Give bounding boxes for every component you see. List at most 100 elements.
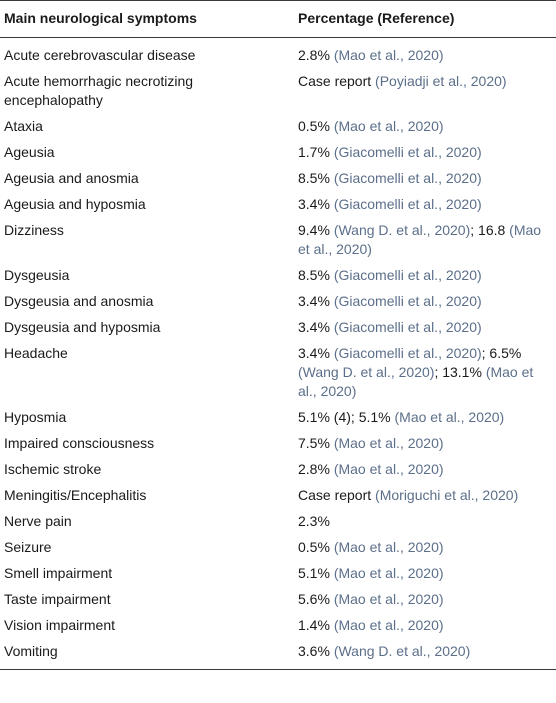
symptom-cell: Dysgeusia and hyposmia [4,319,161,335]
table-row: Dysgeusia and anosmia 3.4% (Giacomelli et… [0,288,556,314]
percentage-cell: 2.8% (Mao et al., 2020) [287,38,556,69]
symptom-cell: Seizure [4,539,52,555]
percentage-value: ; 13.1% [434,364,486,380]
table-row: Nerve pain 2.3% [0,508,556,534]
percentage-value: 3.4% [298,196,334,212]
symptom-cell: Ageusia [4,144,55,160]
percentage-value: 1.4% [298,617,334,633]
symptom-cell: Hyposmia [4,409,67,425]
symptom-cell: Impaired consciousness [4,435,155,451]
table-row: Ageusia and hyposmia 3.4% (Giacomelli et … [0,191,556,217]
reference-link[interactable]: (Mao et al., 2020) [298,364,534,399]
symptom-cell: Dizziness [4,222,64,238]
symptom-cell: Ageusia and anosmia [4,170,139,186]
reference-link[interactable]: (Mao et al., 2020) [298,222,542,257]
table-row: Hyposmia 5.1% (4); 5.1% (Mao et al., 2020… [0,404,556,430]
percentage-cell: 3.4% (Giacomelli et al., 2020) [287,191,556,217]
percentage-value: 3.4% [298,293,334,309]
percentage-cell: 0.5% (Mao et al., 2020) [287,534,556,560]
table-body: Acute cerebrovascular disease 2.8% (Mao e… [0,38,556,670]
percentage-cell: 8.5% (Giacomelli et al., 2020) [287,262,556,288]
table-row: Ageusia and anosmia 8.5% (Giacomelli et a… [0,165,556,191]
reference-link[interactable]: (Mao et al., 2020) [333,617,444,633]
symptom-cell: Acute cerebrovascular disease [4,47,196,63]
percentage-cell: 7.5% (Mao et al., 2020) [287,430,556,456]
percentage-value: 1.7% [298,144,334,160]
percentage-cell: 5.1% (4); 5.1% (Mao et al., 2020) [287,404,556,430]
percentage-cell: 8.5% (Giacomelli et al., 2020) [287,165,556,191]
reference-link[interactable]: (Mao et al., 2020) [394,409,505,425]
reference-link[interactable]: (Wang D. et al., 2020) [298,364,435,380]
header-row: Main neurological symptoms Percentage (R… [0,0,556,38]
symptom-cell: Meningitis/Encephalitis [4,487,147,503]
percentage-value: ; 6.5% [481,345,522,361]
header-symptoms: Main neurological symptoms [0,0,287,38]
percentage-cell: 1.7% (Giacomelli et al., 2020) [287,139,556,165]
table-row: Acute hemorrhagic necrotizing encephalop… [0,68,556,113]
percentage-value: 2.8% [298,461,334,477]
reference-link[interactable]: (Moriguchi et al., 2020) [375,487,519,503]
table-row: Dysgeusia and hyposmia 3.4% (Giacomelli e… [0,314,556,340]
percentage-value: 3.4% [298,345,334,361]
table-row: Headache 3.4% (Giacomelli et al., 2020); … [0,340,556,404]
table-header: Main neurological symptoms Percentage (R… [0,0,556,38]
reference-link[interactable]: (Mao et al., 2020) [333,47,444,63]
percentage-value: 5.6% [298,591,334,607]
reference-link[interactable]: (Giacomelli et al., 2020) [333,170,482,186]
percentage-value: ; 16.8 [470,222,510,238]
reference-link[interactable]: (Mao et al., 2020) [333,539,444,555]
percentage-value: 3.4% [298,319,334,335]
table-row: Taste impairment 5.6% (Mao et al., 2020) [0,586,556,612]
percentage-cell: 3.6% (Wang D. et al., 2020) [287,638,556,670]
percentage-value: 2.3% [298,513,330,529]
header-percentage: Percentage (Reference) [287,0,556,38]
reference-link[interactable]: (Giacomelli et al., 2020) [333,144,482,160]
table-row: Smell impairment 5.1% (Mao et al., 2020) [0,560,556,586]
reference-link[interactable]: (Wang D. et al., 2020) [333,222,471,238]
percentage-cell: 3.4% (Giacomelli et al., 2020); 6.5% (Wa… [287,340,556,404]
reference-link[interactable]: (Mao et al., 2020) [333,435,444,451]
symptom-cell: Vomiting [0,638,287,670]
reference-link[interactable]: (Mao et al., 2020) [333,118,444,134]
table-row: Vomiting 3.6% (Wang D. et al., 2020) [0,638,556,670]
symptom-cell: Smell impairment [4,565,113,581]
reference-link[interactable]: (Mao et al., 2020) [333,461,444,477]
reference-link[interactable]: (Wang D. et al., 2020) [333,643,471,659]
percentage-cell: 1.4% (Mao et al., 2020) [287,612,556,638]
percentage-cell: 3.4% (Giacomelli et al., 2020) [287,314,556,340]
table-row: Meningitis/Encephalitis Case report (Mori… [0,482,556,508]
reference-link[interactable]: (Poyiadji et al., 2020) [375,73,507,89]
percentage-cell: 5.6% (Mao et al., 2020) [287,586,556,612]
percentage-value: 0.5% [298,118,334,134]
percentage-value: 7.5% [298,435,334,451]
percentage-value: 3.6% [298,643,334,659]
percentage-cell: Case report (Moriguchi et al., 2020) [287,482,556,508]
reference-link[interactable]: (Giacomelli et al., 2020) [333,345,482,361]
symptom-cell: Ischemic stroke [4,461,102,477]
reference-link[interactable]: (Mao et al., 2020) [333,565,444,581]
table-row: Acute cerebrovascular disease 2.8% (Mao e… [0,38,556,69]
symptom-cell: Dysgeusia and anosmia [4,293,154,309]
percentage-value: 8.5% [298,170,334,186]
reference-link[interactable]: (Mao et al., 2020) [333,591,444,607]
percentage-value: 2.8% [298,47,334,63]
reference-link[interactable]: (Giacomelli et al., 2020) [333,319,482,335]
percentage-cell: 3.4% (Giacomelli et al., 2020) [287,288,556,314]
symptom-cell: Nerve pain [4,513,72,529]
symptom-cell: Acute hemorrhagic necrotizing encephalop… [4,73,194,108]
percentage-cell: Case report (Poyiadji et al., 2020) [287,68,556,113]
percentage-value: Case report [298,73,376,89]
symptom-cell: Dysgeusia [4,267,70,283]
reference-link[interactable]: (Giacomelli et al., 2020) [333,267,482,283]
percentage-cell: 5.1% (Mao et al., 2020) [287,560,556,586]
symptoms-table: Main neurological symptoms Percentage (R… [0,0,556,670]
symptom-cell: Ataxia [4,118,43,134]
percentage-cell: 2.8% (Mao et al., 2020) [287,456,556,482]
percentage-value: 5.1% (4); 5.1% [298,409,395,425]
symptom-cell: Vision impairment [4,617,116,633]
table-row: Dizziness 9.4% (Wang D. et al., 2020); 16… [0,217,556,262]
reference-link[interactable]: (Giacomelli et al., 2020) [333,196,482,212]
reference-link[interactable]: (Giacomelli et al., 2020) [333,293,482,309]
table-row: Ataxia 0.5% (Mao et al., 2020) [0,113,556,139]
percentage-cell: 2.3% [287,508,556,534]
